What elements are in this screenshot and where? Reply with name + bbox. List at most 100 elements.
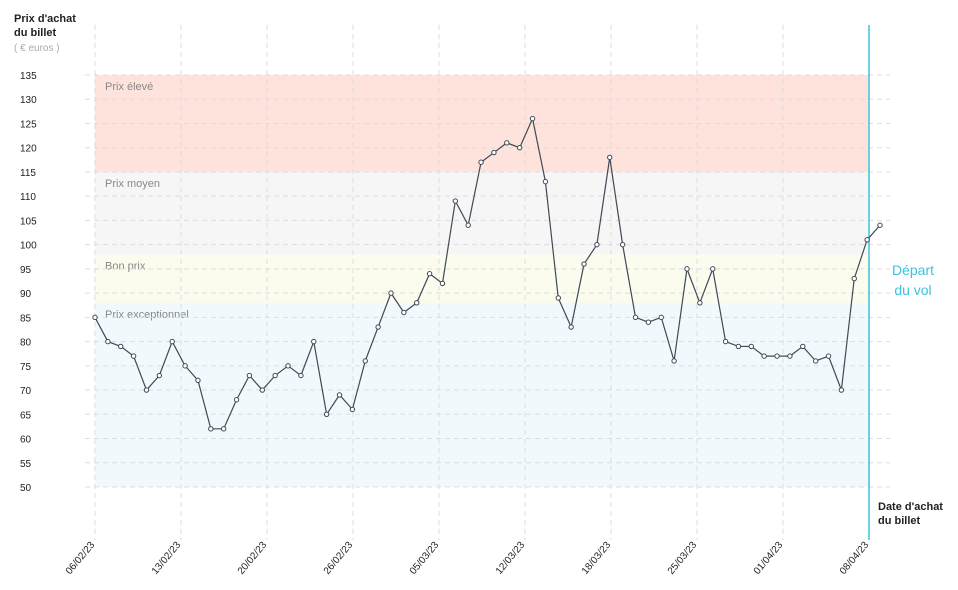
price-point [92, 314, 98, 321]
x-tick-label: 20/02/23 [236, 540, 270, 577]
y-tick-label: 85 [20, 313, 32, 324]
price-point [516, 145, 523, 151]
x-tick-label: 05/03/23 [408, 540, 442, 577]
x-tick-label: 06/02/23 [64, 540, 98, 577]
x-tick-label: 01/04/23 [752, 540, 786, 577]
y-tick-label: 50 [20, 483, 32, 494]
price-point [439, 280, 446, 287]
price-point [722, 338, 729, 345]
price-point [787, 353, 793, 359]
price-band [95, 171, 869, 255]
price-point [465, 222, 471, 228]
y-axis-title: du billet [14, 27, 57, 39]
price-point [156, 372, 163, 379]
x-tick-label: 25/03/23 [666, 540, 700, 577]
price-point [130, 353, 137, 359]
x-axis-title: du billet [878, 515, 921, 527]
price-point [491, 149, 497, 156]
price-point [298, 372, 304, 379]
x-tick-label: 18/03/23 [580, 540, 614, 577]
price-point [246, 372, 253, 379]
price-point [323, 411, 330, 417]
price-point [542, 178, 549, 185]
x-tick-label: 26/02/23 [322, 540, 356, 577]
y-tick-label: 105 [20, 216, 37, 227]
price-point [632, 314, 639, 321]
price-point [710, 266, 716, 272]
y-tick-label: 60 [20, 435, 32, 446]
y-tick-label: 75 [20, 362, 32, 373]
price-point [607, 154, 613, 161]
price-point [838, 387, 845, 393]
price-point [401, 309, 407, 316]
price-point [671, 358, 677, 364]
price-point [877, 222, 883, 228]
price-point [195, 377, 201, 384]
price-point [761, 353, 767, 359]
price-point [426, 271, 433, 277]
price-point [529, 115, 536, 122]
price-point [812, 358, 819, 364]
price-point [362, 358, 368, 364]
price-point [568, 324, 574, 330]
price-point [581, 261, 587, 267]
price-point [774, 353, 780, 359]
price-point [349, 406, 356, 413]
price-band [95, 254, 869, 303]
y-tick-label: 130 [20, 95, 37, 106]
price-point [555, 295, 561, 301]
y-tick-label: 110 [20, 192, 36, 203]
band-label: Prix exceptionnel [105, 309, 189, 321]
price-point [272, 372, 278, 379]
price-point [504, 140, 510, 146]
x-axis-title: Date d'achat [878, 501, 943, 513]
y-tick-label: 70 [20, 386, 32, 397]
price-point [220, 426, 227, 432]
price-point [285, 363, 291, 369]
y-axis-unit: ( € euros ) [14, 43, 60, 54]
price-point [118, 343, 124, 350]
price-point [697, 300, 703, 306]
y-tick-label: 125 [20, 119, 37, 130]
price-point [619, 241, 626, 248]
y-tick-label: 135 [20, 71, 37, 82]
y-axis-title: Prix d'achat [14, 13, 76, 25]
y-tick-label: 55 [20, 459, 32, 470]
departure-label: Départ [892, 262, 934, 278]
price-point [375, 324, 381, 330]
band-label: Prix élevé [105, 81, 153, 93]
price-point [658, 314, 664, 321]
departure-label: du vol [894, 282, 931, 298]
price-point [208, 426, 214, 432]
y-tick-label: 90 [20, 289, 32, 300]
price-point [105, 338, 111, 345]
price-point [143, 387, 150, 393]
price-point [388, 290, 394, 296]
x-tick-label: 08/04/23 [838, 540, 872, 577]
y-tick-label: 120 [20, 144, 37, 155]
price-point [645, 319, 652, 325]
price-point [336, 392, 343, 398]
x-tick-label: 12/03/23 [494, 540, 528, 577]
price-point [452, 198, 459, 204]
x-tick-label: 13/02/23 [150, 540, 184, 577]
price-point [800, 343, 806, 350]
price-point [594, 241, 600, 248]
price-point [478, 159, 484, 165]
price-point [684, 266, 690, 272]
price-point [182, 363, 188, 369]
y-tick-label: 65 [20, 410, 32, 421]
y-tick-label: 80 [20, 338, 32, 349]
price-point [735, 343, 742, 350]
price-point [259, 387, 265, 393]
y-tick-label: 100 [20, 241, 37, 252]
price-point [851, 275, 857, 282]
price-point [233, 397, 240, 403]
price-band [95, 302, 869, 487]
price-point [414, 300, 420, 306]
price-point [825, 353, 832, 359]
price-point [311, 338, 317, 345]
price-point [169, 338, 175, 345]
band-label: Bon prix [105, 260, 146, 272]
